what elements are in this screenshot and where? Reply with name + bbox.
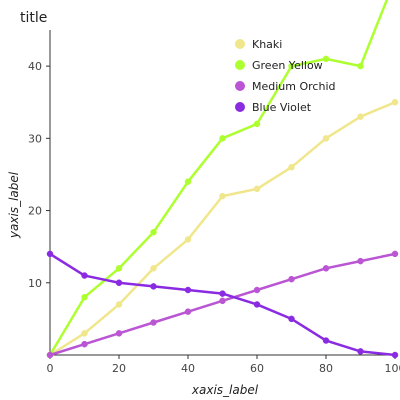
series-point-medium-orchid (288, 275, 295, 283)
series-point-khaki (253, 185, 261, 193)
x-tick-label: 60 (250, 362, 264, 375)
legend-label: Khaki (252, 38, 282, 51)
chart-title: title (20, 10, 47, 26)
x-tick-label: 40 (181, 362, 195, 375)
series-point-green-yellow (115, 265, 123, 272)
series-point-medium-orchid (357, 257, 364, 265)
series-point-green-yellow (253, 120, 261, 128)
series-point-green-yellow (184, 178, 192, 185)
series-point-blue-violet (115, 279, 123, 287)
x-tick-label: 0 (47, 362, 54, 375)
x-tick-label: 80 (319, 362, 333, 375)
legend: Khaki Green Yellow Medium Orchid Blue Viole… (235, 38, 335, 114)
legend-swatch (235, 39, 245, 49)
series-point-medium-orchid (253, 286, 261, 294)
series-point-medium-orchid (322, 265, 330, 272)
series-point-medium-orchid (115, 330, 123, 337)
series-point-blue-violet (322, 337, 330, 344)
series-point-medium-orchid (184, 308, 192, 315)
series-point-khaki (150, 265, 157, 272)
legend-label: Blue Violet (252, 101, 312, 114)
series-layer (46, 0, 399, 359)
legend-label: Medium Orchid (252, 80, 335, 93)
legend-swatch (235, 102, 245, 112)
series-point-medium-orchid (219, 297, 226, 305)
axes: 0 20 40 60 80 100 10 20 30 40 (28, 30, 400, 375)
series-point-blue-violet (288, 315, 295, 323)
series-point-blue-violet (81, 272, 88, 279)
series-point-khaki (184, 236, 192, 243)
series-point-khaki (357, 113, 364, 120)
series-point-medium-orchid (150, 319, 157, 326)
y-axis-label: yaxis_label (7, 171, 21, 239)
series-point-green-yellow (357, 62, 364, 70)
series-point-green-yellow (81, 293, 88, 301)
series-point-medium-orchid (46, 351, 54, 359)
series-point-medium-orchid (81, 340, 88, 348)
series-point-green-yellow (288, 62, 295, 70)
series-point-blue-violet (253, 301, 261, 308)
series-point-khaki (81, 330, 88, 337)
y-tick-label: 20 (28, 205, 42, 218)
series-point-green-yellow (150, 228, 157, 236)
series-point-blue-violet (357, 348, 364, 355)
x-tick-label: 100 (385, 362, 400, 375)
series-point-blue-violet (219, 290, 226, 297)
series-point-medium-orchid (391, 250, 399, 258)
series-point-green-yellow (219, 135, 226, 142)
series-point-blue-violet (391, 351, 399, 359)
legend-swatch (235, 81, 245, 91)
y-tick-label: 40 (28, 60, 42, 73)
series-point-khaki (322, 135, 330, 142)
series-point-blue-violet (184, 286, 192, 294)
series-point-khaki (288, 163, 295, 171)
legend-swatch (235, 60, 245, 70)
series-point-green-yellow (322, 55, 330, 63)
x-tick-label: 20 (112, 362, 126, 375)
series-point-blue-violet (46, 250, 54, 258)
y-tick-label: 10 (28, 277, 42, 290)
series-line-medium-orchid (48, 252, 397, 357)
series-point-khaki (115, 301, 123, 308)
series-point-blue-violet (150, 283, 157, 290)
x-axis-label: xaxis_label (191, 383, 259, 397)
y-tick-label: 30 (28, 132, 42, 145)
series-point-khaki (391, 98, 399, 106)
series-point-khaki (219, 192, 226, 200)
legend-label: Green Yellow (252, 59, 323, 72)
